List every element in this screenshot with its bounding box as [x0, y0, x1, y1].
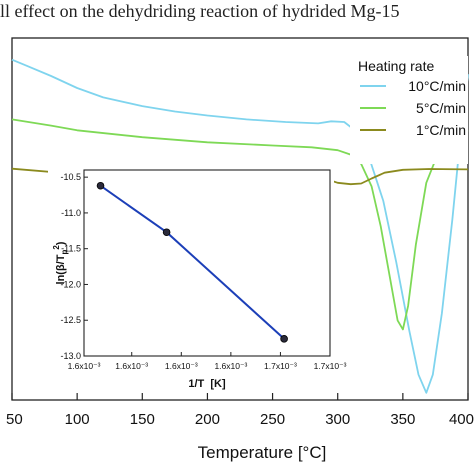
- inset-y-tick-label: -11.0: [61, 208, 81, 218]
- series-line-2: [11, 118, 469, 331]
- inset-y-tick-label: -12.5: [60, 315, 81, 325]
- inset-x-tick-label: 1.6x10⁻³: [68, 361, 101, 371]
- legend-title: Heating rate: [358, 58, 434, 74]
- main-x-tick-group: 50 100 150 200 250 300 350 400: [6, 393, 474, 428]
- legend-entries: 10°C/min 5°C/min 1°C/min: [360, 78, 466, 138]
- inset-x-axis-label: 1/T [K]: [188, 378, 226, 390]
- inset-y-axis-label-main: ln(β/T: [55, 254, 67, 284]
- inset-plot-frame: [83, 169, 331, 357]
- inset-y-tick-label: -10.5: [60, 172, 81, 182]
- legend-label-1: 10°C/min: [408, 78, 466, 94]
- inset-data-group: [96, 181, 288, 343]
- main-x-axis-label: Temperature [°C]: [198, 443, 327, 462]
- caption-fragment: ll effect on the dehydriding reaction of…: [0, 1, 400, 21]
- legend-label-3: 1°C/min: [416, 122, 466, 138]
- series-line-1: [11, 58, 469, 394]
- inset-background: [48, 166, 334, 391]
- inset-x-tick-label: 1.6x10⁻³: [115, 361, 148, 371]
- inset-y-axis-label-sub: p: [60, 250, 69, 255]
- main-x-tick-label: 50: [6, 411, 23, 428]
- inset-plot: -10.5-11.0-11.5-12.0-12.5-13.0 1.6x10⁻³ 1…: [48, 166, 347, 391]
- legend-label-2: 5°C/min: [416, 100, 466, 116]
- inset-y-tick-label: -11.5: [61, 244, 81, 254]
- main-plot-frame: [11, 37, 469, 401]
- main-x-tick-label: 100: [65, 411, 90, 428]
- inset-x-tick-label: 1.7x10⁻³: [264, 361, 297, 371]
- inset-y-tick-label: -13.0: [60, 351, 81, 361]
- main-plot: 50 100 150 200 250 300 350 400 Temperature [°C]: [6, 37, 474, 462]
- inset-y-tick-label: -12.0: [60, 279, 81, 289]
- inset-y-axis-label-end: ): [55, 241, 67, 245]
- inset-data-point-3: [280, 335, 288, 343]
- main-x-tick-label: 200: [195, 411, 220, 428]
- inset-x-tick-group: 1.6x10⁻³ 1.6x10⁻³ 1.6x10⁻³ 1.6x10⁻³ 1.7x10⁻³…: [68, 352, 347, 371]
- inset-y-axis-label: ln(β/Tp2): [52, 241, 69, 284]
- inset-x-tick-label: 1.7x10⁻³: [314, 361, 347, 371]
- legend: Heating rate 10°C/min 5°C/min 1°C/min: [350, 56, 468, 164]
- main-x-tick-label: 300: [325, 411, 350, 428]
- inset-data-point-2: [162, 228, 171, 237]
- inset-x-tick-label: 1.6x10⁻³: [165, 361, 198, 371]
- main-x-tick-label: 350: [390, 411, 415, 428]
- inset-y-tick-group: -10.5 -11.0 -11.5 -12.0 -12.5 -13.0: [60, 172, 88, 361]
- inset-y-axis-label-sup: 2: [52, 245, 61, 250]
- main-x-tick-label: 400: [449, 411, 474, 428]
- main-x-tick-label: 250: [260, 411, 285, 428]
- inset-data-point-1: [96, 181, 105, 190]
- main-x-tick-label: 150: [130, 411, 155, 428]
- legend-background: [350, 56, 468, 164]
- inset-x-tick-label: 1.6x10⁻³: [214, 361, 247, 371]
